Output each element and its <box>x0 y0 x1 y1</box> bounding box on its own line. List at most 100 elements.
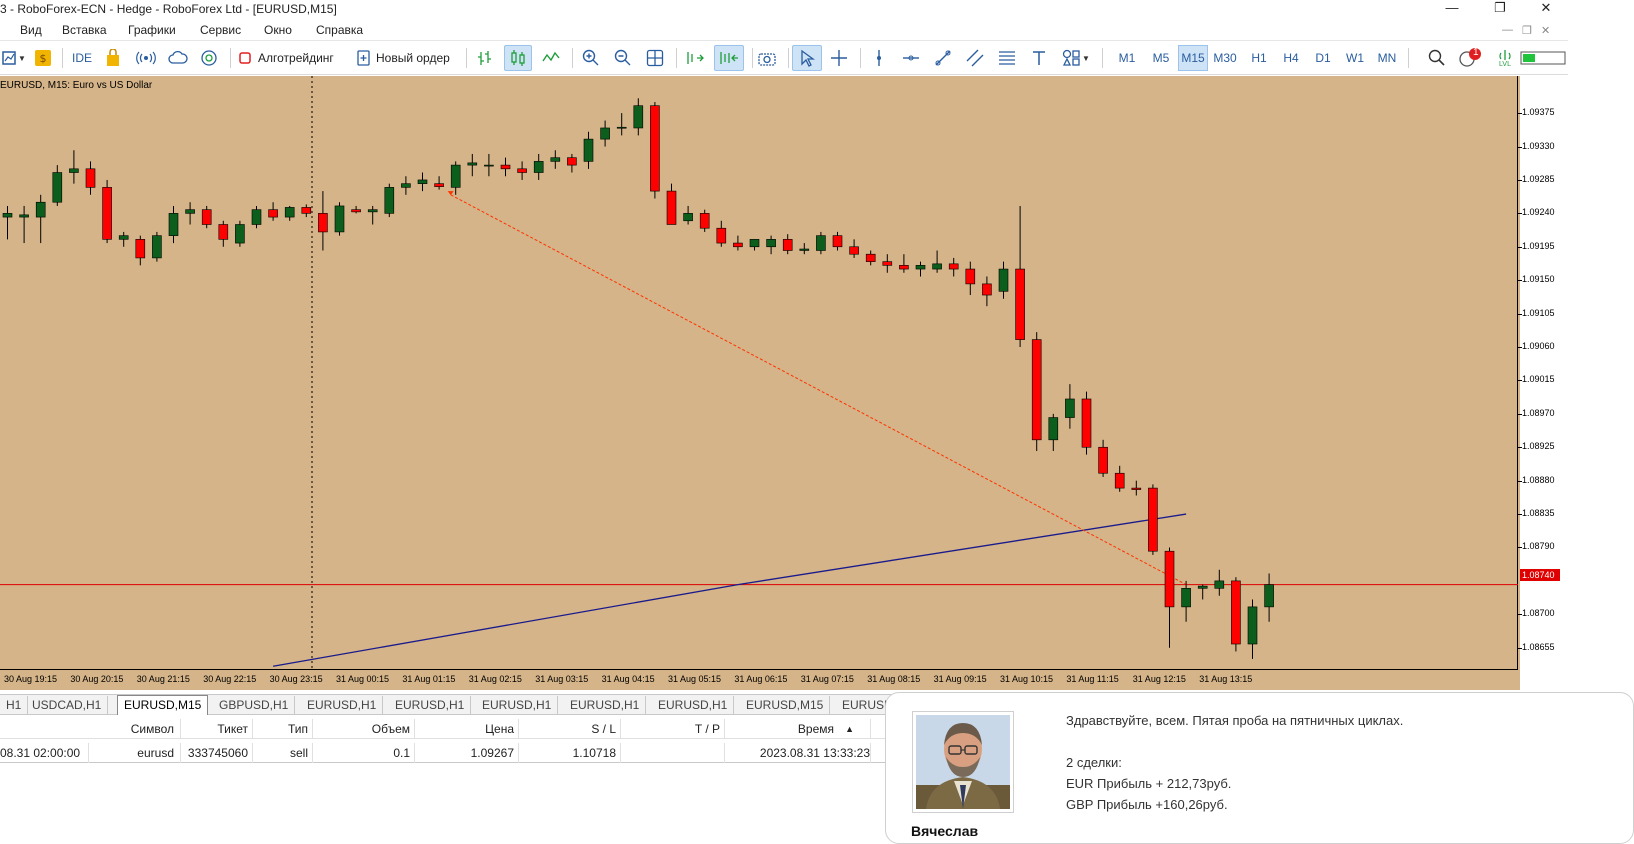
tf-m5[interactable]: M5 <box>1152 51 1170 65</box>
vps-cloud-icon[interactable] <box>166 45 190 71</box>
candle-body <box>965 268 976 285</box>
lvl-label: LVL <box>1499 60 1511 68</box>
candle-body <box>35 201 46 218</box>
price-tick-mark <box>1518 313 1522 315</box>
menu-charts[interactable]: Графики <box>128 23 176 37</box>
header-time[interactable]: Время <box>797 722 834 736</box>
zoom-out-icon[interactable] <box>610 45 636 71</box>
candle-body <box>998 268 1009 292</box>
mdi-minimize-button[interactable]: — <box>1502 24 1513 36</box>
candle-body <box>85 168 96 188</box>
mdi-close-button[interactable]: ✕ <box>1541 25 1551 37</box>
header-volume[interactable]: Объем <box>371 722 410 736</box>
vertical-line-icon[interactable] <box>866 45 892 71</box>
header-ticket[interactable]: Тикет <box>217 722 248 736</box>
candle-body <box>1131 487 1142 490</box>
market-dollar-icon[interactable]: $ <box>32 45 54 71</box>
tf-m15[interactable]: M15 <box>1178 45 1208 71</box>
candle-body <box>251 209 262 225</box>
bar-chart-icon[interactable] <box>472 45 498 71</box>
tab-chart-3[interactable]: GBPUSD,H1 <box>213 696 296 714</box>
search-icon[interactable] <box>1424 45 1450 71</box>
menu-tools[interactable]: Сервис <box>200 23 242 37</box>
tab-chart-4[interactable]: EURUSD,H1 <box>301 696 384 714</box>
price-tick-label: 1.09240 <box>1522 207 1555 218</box>
fibonacci-icon[interactable] <box>994 45 1020 71</box>
tab-chart-2[interactable]: EURUSD,M15 <box>117 695 209 715</box>
cursor-icon[interactable] <box>792 45 822 71</box>
tile-windows-icon[interactable] <box>642 45 668 71</box>
tf-w1[interactable]: W1 <box>1346 51 1364 65</box>
mdi-restore-button[interactable]: ❐ <box>1522 25 1532 37</box>
tf-mn[interactable]: MN <box>1377 51 1397 65</box>
market-bag-icon[interactable] <box>102 45 124 71</box>
tab-chart-7[interactable]: EURUSD,H1 <box>564 696 647 714</box>
tf-h1[interactable]: H1 <box>1251 51 1267 65</box>
menu-view[interactable]: Вид <box>20 23 42 37</box>
trade-table-header: Символ Тикет Тип Объем Цена S / L T / P … <box>0 719 900 739</box>
comment-line-1: Здравствуйте, всем. Пятая проба на пятни… <box>1066 713 1404 728</box>
zoom-in-icon[interactable] <box>578 45 604 71</box>
algotrading-button[interactable]: Алготрейдинг <box>238 45 348 71</box>
signals-icon[interactable] <box>134 45 158 71</box>
crosshair-icon[interactable] <box>826 45 852 71</box>
new-order-button[interactable]: Новый ордер <box>356 45 456 71</box>
restore-button[interactable]: ❐ <box>1494 0 1506 15</box>
candlestick-chart[interactable] <box>0 76 1518 670</box>
minimize-button[interactable]: — <box>1445 0 1459 15</box>
text-tool-icon[interactable] <box>1026 45 1052 71</box>
screenshot-icon[interactable] <box>754 45 780 71</box>
auto-scroll-icon[interactable] <box>682 45 708 71</box>
tf-m30[interactable]: M30 <box>1213 51 1237 65</box>
menu-help[interactable]: Справка <box>316 23 364 37</box>
price-tick-label: 1.09195 <box>1522 240 1555 251</box>
tab-chart-1[interactable]: USDCAD,H1 <box>26 696 109 714</box>
chart-shift-icon[interactable] <box>714 45 744 71</box>
horizontal-line-icon[interactable] <box>898 45 924 71</box>
tab-chart-9[interactable]: EURUSD,M15 <box>740 696 831 714</box>
tf-d1[interactable]: D1 <box>1315 51 1331 65</box>
market-cloud-icon[interactable] <box>198 45 222 71</box>
tf-m1[interactable]: M1 <box>1118 51 1136 65</box>
price-tick-mark <box>1518 514 1522 516</box>
equidistant-channel-icon[interactable] <box>962 45 988 71</box>
new-chart-icon[interactable]: ▼ <box>0 45 28 71</box>
candlestick-chart-icon[interactable] <box>504 45 532 71</box>
tab-chart-8[interactable]: EURUSD,H1 <box>652 696 735 714</box>
trade-price: 1.09267 <box>470 746 514 760</box>
menu-insert[interactable]: Вставка <box>62 23 107 37</box>
tab-chart-6[interactable]: EURUSD,H1 <box>476 696 559 714</box>
candle-body <box>782 239 793 251</box>
connection-bar-icon <box>1520 45 1566 71</box>
candle-body <box>135 239 146 259</box>
shapes-icon[interactable]: ▼ <box>1058 45 1094 71</box>
candle-body <box>600 127 610 140</box>
notifications-icon[interactable]: 1 <box>1456 45 1486 71</box>
menu-window[interactable]: Окно <box>264 23 292 37</box>
header-sl[interactable]: S / L <box>591 722 616 736</box>
candle-body <box>583 138 594 162</box>
line-chart-icon[interactable] <box>538 45 564 71</box>
table-row[interactable]: 08.31 02:00:00 eurusd 333745060 sell 0.1… <box>0 743 900 763</box>
header-tp[interactable]: T / P <box>694 722 720 736</box>
candle-body <box>384 187 395 214</box>
price-tick-label: 1.09150 <box>1522 274 1555 285</box>
close-button[interactable]: ✕ <box>1540 0 1552 15</box>
candle-body <box>849 246 859 255</box>
candle-body <box>484 164 494 167</box>
candle-body <box>367 209 378 213</box>
header-symbol[interactable]: Символ <box>130 722 174 736</box>
candle-body <box>882 261 893 266</box>
ide-button[interactable]: IDE <box>71 51 92 65</box>
chart-area[interactable]: EURUSD, M15: Euro vs US Dollar 1.09375 1.… <box>0 76 1560 690</box>
candle-body <box>69 168 79 173</box>
candle-body <box>334 205 345 233</box>
header-type[interactable]: Тип <box>287 722 308 736</box>
chart-plot[interactable]: EURUSD, M15: Euro vs US Dollar <box>0 76 1518 670</box>
header-price[interactable]: Цена <box>485 722 514 736</box>
time-tick-label: 31 Aug 04:15 <box>601 674 655 684</box>
tab-chart-0[interactable]: H1 <box>0 696 29 714</box>
trendline-icon[interactable] <box>930 45 956 71</box>
tf-h4[interactable]: H4 <box>1283 51 1299 65</box>
tab-chart-5[interactable]: EURUSD,H1 <box>389 696 472 714</box>
